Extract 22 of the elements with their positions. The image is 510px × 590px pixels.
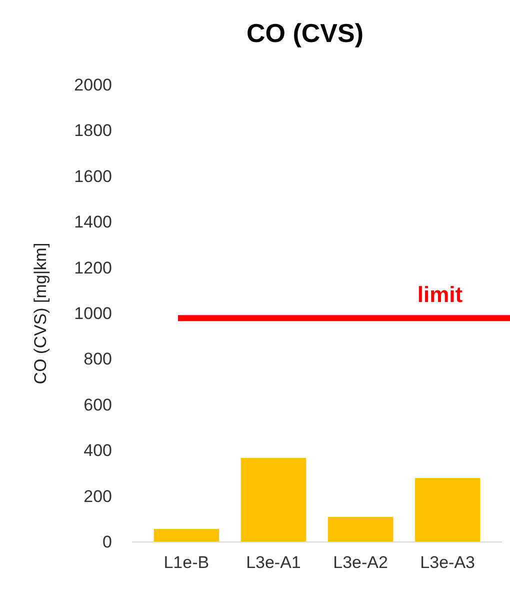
y-tick-label: 200 [84, 486, 112, 506]
x-tick-label: L3e-A2 [333, 553, 388, 572]
y-tick-label: 1000 [74, 304, 112, 323]
y-tick-label: 1400 [74, 212, 112, 232]
y-tick-label: 0 [102, 532, 112, 552]
bar [414, 478, 480, 542]
y-tick-label: 1200 [74, 258, 112, 278]
y-tick-label: 800 [84, 350, 112, 369]
y-tick-label: 400 [84, 441, 112, 460]
y-tick-label: 1600 [74, 166, 112, 186]
x-tick-label: L3e-A3 [420, 553, 475, 572]
y-axis-title: CO (CVS) [mg|km] [31, 242, 50, 384]
y-tick-label: 600 [84, 395, 112, 414]
chart-title: CO (CVS) [246, 18, 364, 48]
bar [328, 516, 394, 542]
x-tick-label: L1e-B [164, 553, 210, 572]
y-tick-label: 1800 [74, 121, 112, 140]
bar [240, 458, 306, 542]
x-tick-label: L3e-A1 [246, 553, 301, 572]
bar [154, 528, 220, 542]
ref-line-label: limit [417, 282, 464, 308]
y-tick-label: 2000 [74, 75, 112, 94]
